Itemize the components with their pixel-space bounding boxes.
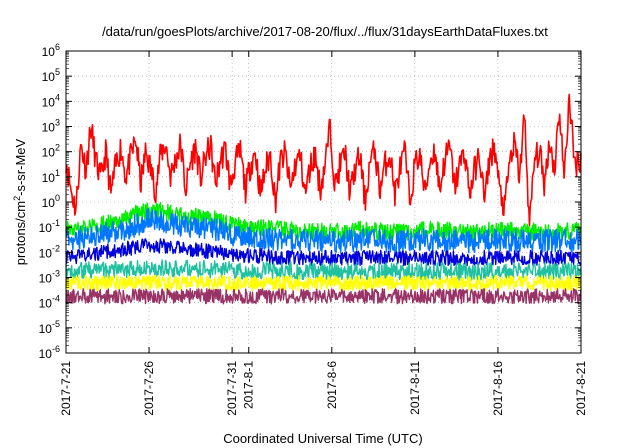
y-tick-label-exponent: -1: [52, 218, 60, 228]
y-tick-label-base: 10: [42, 95, 56, 109]
y-tick-label-exponent: 3: [55, 118, 60, 128]
y-tick-label: 10-3: [39, 269, 60, 286]
y-tick-label-exponent: 1: [55, 168, 60, 178]
y-tick-label: 106: [42, 42, 60, 59]
y-tick-label-base: 10: [39, 347, 53, 361]
y-tick-label-exponent: 4: [55, 92, 60, 102]
y-tick-label: 10-6: [39, 344, 60, 361]
y-tick-label-base: 10: [39, 246, 53, 260]
x-tick-label: 2017-8-21: [574, 361, 588, 416]
y-tick-label: 100: [42, 193, 60, 210]
x-tick-label: 2017-8-6: [325, 361, 339, 409]
y-tick-label-exponent: -4: [52, 294, 60, 304]
y-tick-label-base: 10: [39, 272, 53, 286]
x-tick-label: 2017-7-21: [59, 361, 73, 416]
x-tick-label: 2017-8-11: [408, 361, 422, 415]
y-tick-label-base: 10: [39, 297, 53, 311]
y-axis-label-part: -s-sr-MeV: [13, 138, 28, 195]
y-tick-label: 103: [42, 118, 60, 135]
y-tick-label-exponent: -2: [52, 243, 60, 253]
y-axis-label-part: protons/cm: [13, 201, 28, 265]
y-tick-label-base: 10: [42, 196, 56, 210]
y-tick-label-base: 10: [42, 45, 56, 59]
x-tick-label: 2017-8-1: [242, 361, 256, 409]
x-axis-label: Coordinated Universal Time (UTC): [223, 431, 422, 446]
x-tick-label: 2017-7-31: [225, 361, 239, 416]
y-tick-label-exponent: 0: [55, 193, 60, 203]
y-tick-label: 10-2: [39, 243, 60, 260]
y-tick-label: 101: [42, 168, 60, 185]
y-tick-label-exponent: 5: [55, 67, 60, 77]
y-tick-label: 10-4: [39, 294, 60, 311]
y-tick-label-base: 10: [42, 121, 56, 135]
y-tick-label-exponent: 6: [55, 42, 60, 52]
y-tick-label-base: 10: [39, 322, 53, 336]
x-tick-label: 2017-8-16: [491, 361, 505, 416]
y-tick-label-exponent: -6: [52, 344, 60, 354]
y-tick-label-base: 10: [39, 221, 53, 235]
x-axis: 2017-7-21 2017-7-26 2017-7-31 2017-8-1 2017-…: [59, 51, 588, 416]
series-line: [65, 259, 582, 281]
series-line: [65, 274, 582, 292]
y-tick-label-base: 10: [42, 146, 56, 160]
series-group: [65, 93, 582, 305]
y-tick-label: 10-5: [39, 319, 60, 336]
y-tick-label: 102: [42, 143, 60, 160]
y-tick-label: 10-1: [39, 218, 60, 235]
y-tick-label: 105: [42, 67, 60, 84]
y-tick-label-exponent: 2: [55, 143, 60, 153]
y-axis-label-sup: 2: [12, 196, 22, 201]
y-tick-label-base: 10: [42, 70, 56, 84]
series-line: [65, 93, 582, 227]
y-tick-label-base: 10: [42, 171, 56, 185]
series-line: [65, 238, 582, 267]
y-tick-label-exponent: -5: [52, 319, 60, 329]
y-tick-label: 104: [42, 92, 60, 109]
series-line: [65, 207, 582, 254]
y-axis-label: protons/cm2-s-sr-MeV: [12, 138, 28, 265]
chart-title: /data/run/goesPlots/archive/2017-08-20/f…: [102, 24, 548, 39]
series-line: [65, 288, 582, 305]
y-tick-label-exponent: -3: [52, 269, 60, 279]
x-tick-label: 2017-7-26: [142, 361, 156, 416]
y-axis: 10-610-510-410-310-210-11001011021031041…: [39, 42, 581, 361]
